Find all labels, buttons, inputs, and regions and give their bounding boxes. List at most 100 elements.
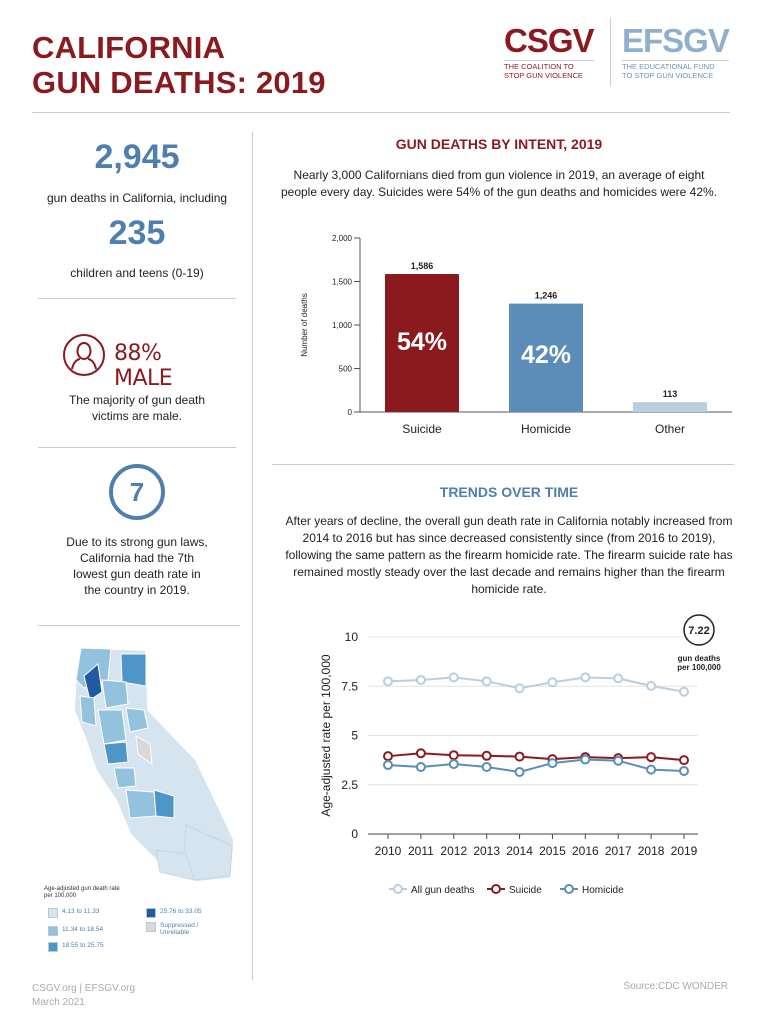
series-line-homicide [387, 758, 685, 773]
trends-title: TRENDS OVER TIME [439, 484, 579, 500]
map-legend-item: 25.76 to 33.05 [146, 908, 226, 918]
map-legend-swatch [146, 908, 156, 918]
sidebar-divider-3 [38, 625, 240, 626]
line-x-tick-label: 2010 [375, 844, 402, 858]
map-legend-item: 11.34 to 18.54 [48, 926, 128, 936]
bar-y-tick-label: 1,500 [332, 278, 353, 287]
line-x-tick-label: 2019 [671, 844, 698, 858]
legend-marker [491, 884, 501, 894]
series-line-all-gun-deaths [387, 676, 685, 693]
county-san-joaquin [113, 767, 137, 789]
map-legend-label: Suppressed / Unreliable [160, 922, 199, 936]
map-legend-item: 18.55 to 25.75 [48, 942, 128, 952]
csgv-tagline-1: THE COALITION TO [504, 62, 574, 71]
map-legend-swatch [146, 922, 156, 932]
series-point-suicide [481, 750, 492, 761]
bar-other [633, 402, 707, 412]
trends-paragraph-line-3: following the same pattern as the firear… [285, 548, 733, 562]
series-point-homicide [613, 755, 624, 766]
page-title: CALIFORNIA GUN DEATHS: 2019 [32, 30, 326, 100]
county-suppressed [135, 735, 153, 766]
bar-percent-label: 42% [521, 341, 571, 369]
rank-caption: Due to its strong gun laws, California h… [37, 534, 237, 598]
trends-paragraph-line-5: homicide rate. [471, 582, 547, 596]
series-line-suicide [387, 752, 685, 762]
logo-divider [610, 18, 611, 86]
intent-title: GUN DEATHS BY INTENT, 2019 [395, 136, 603, 152]
series-point-all-gun-deaths [547, 677, 558, 688]
series-point-homicide [679, 765, 689, 776]
rank-caption-line-4: the country in 2019. [84, 583, 190, 597]
map-legend-swatch [48, 926, 58, 936]
series-point-homicide [580, 754, 591, 765]
county-shasta [101, 679, 129, 709]
footer-sites[interactable]: CSGV.org | EFSGV.org [32, 983, 136, 994]
series-point-all-gun-deaths [613, 673, 624, 684]
intent-bar-chart: Number of deaths 0 500 1,000 1,500 2,000 1,586… [300, 234, 732, 436]
trends-paragraph: After years of decline, the overall gun … [262, 513, 756, 598]
male-caption-line-1: The majority of gun death [68, 393, 206, 407]
series-point-suicide [679, 755, 689, 766]
line-x-tick-label: 2015 [539, 844, 566, 858]
male-stat: 88% MALE [62, 333, 222, 391]
footer-source: Source:CDC WONDER [623, 981, 728, 992]
bar-value-label: 1,586 [411, 261, 434, 271]
map-legend-item: Suppressed / Unreliable [146, 922, 226, 936]
series-point-homicide [547, 758, 558, 769]
line-y-tick-label: 7.5 [341, 679, 358, 693]
bar-value-label: 113 [663, 389, 678, 399]
male-caption-line-2: victims are male. [91, 409, 183, 423]
callout-label-1: gun deaths [678, 654, 721, 663]
bar-y-tick-label: 1,000 [332, 321, 353, 330]
trends-paragraph-line-2: 2014 to 2016 but has since decreased con… [302, 531, 716, 545]
legend-label: Suicide [509, 885, 542, 896]
map-legend-label: 18.55 to 25.75 [62, 942, 104, 949]
csgv-tagline: THE COALITION TO STOP GUN VIOLENCE [504, 60, 594, 80]
map-legend-label: 11.34 to 18.54 [62, 926, 104, 933]
bar-y-tick-label: 2,000 [332, 234, 353, 243]
efsgv-wordmark: EFSGV [622, 22, 730, 59]
efsgv-tagline-1: THE EDUCATIONAL FUND [622, 62, 715, 71]
rank-badge: 7 [109, 464, 165, 520]
legend-marker [564, 884, 574, 894]
bar-suicide [385, 274, 459, 412]
rank-caption-line-3: lowest gun death rate in [73, 567, 201, 581]
youth-deaths-caption: children and teens (0-19) [70, 266, 204, 280]
series-point-all-gun-deaths [580, 672, 591, 683]
sidebar-divider-1 [38, 298, 236, 299]
intent-paragraph: Nearly 3,000 Californians died from gun … [262, 167, 736, 201]
line-x-tick-label: 2018 [638, 844, 665, 858]
logos: CSGV THE COALITION TO STOP GUN VIOLENCE … [500, 18, 732, 88]
map-legend-label: 25.76 to 33.05 [160, 908, 202, 915]
intent-divider [272, 464, 734, 465]
series-point-homicide [415, 762, 426, 773]
line-x-tick-label: 2016 [572, 844, 599, 858]
line-x-tick-label: 2017 [605, 844, 632, 858]
legend-marker [393, 884, 403, 894]
series-point-homicide [481, 762, 492, 773]
line-x-tick-label: 2014 [506, 844, 533, 858]
rank-caption-line-2: California had the 7th [79, 551, 195, 565]
county-kern [125, 789, 157, 819]
series-point-all-gun-deaths [514, 683, 525, 694]
trends-line-chart: Age-adjusted rate per 100,000 0 2.5 5 7.5 10 2… [319, 614, 721, 896]
title-line-2: GUN DEATHS: 2019 [32, 65, 326, 100]
csgv-logo[interactable]: CSGV THE COALITION TO STOP GUN VIOLENCE [504, 22, 595, 80]
county-sierra [125, 707, 149, 733]
series-point-homicide [646, 764, 657, 775]
line-x-tick-label: 2012 [440, 844, 467, 858]
map-legend-title-1: Age-adjusted gun death rate [44, 886, 120, 892]
series-point-all-gun-deaths [448, 672, 459, 683]
legend-label: Homicide [582, 885, 624, 896]
efsgv-logo[interactable]: EFSGV THE EDUCATIONAL FUND TO STOP GUN V… [622, 22, 730, 80]
column-divider [252, 132, 253, 980]
series-point-suicide [383, 751, 393, 762]
series-point-all-gun-deaths [383, 676, 393, 687]
intent-paragraph-line-1: Nearly 3,000 Californians died from gun … [293, 168, 705, 182]
line-y-tick-label: 5 [351, 729, 358, 743]
trends-paragraph-line-1: After years of decline, the overall gun … [285, 514, 733, 528]
csgv-wordmark: CSGV [504, 22, 595, 59]
map-legend-swatch [48, 908, 58, 918]
series-point-homicide [383, 760, 393, 771]
map-legend-swatch [48, 942, 58, 952]
